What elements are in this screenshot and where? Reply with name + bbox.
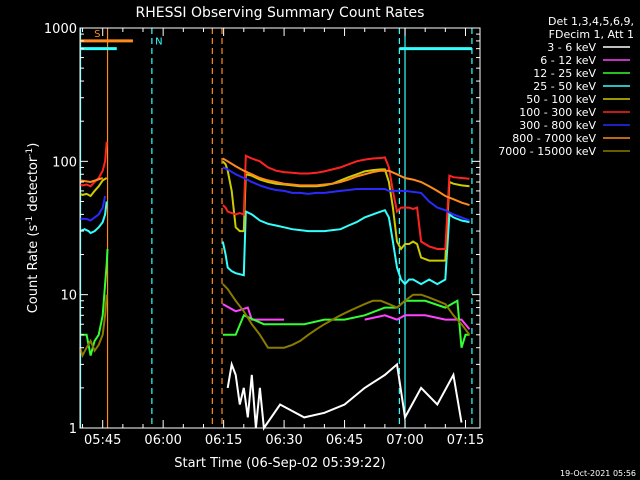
- legend-label: 12 - 25 keV: [533, 67, 596, 80]
- y-axis-label-part3: ): [26, 143, 41, 148]
- x-tick-label: 06:30: [265, 433, 302, 448]
- x-tick-label: 06:00: [144, 433, 181, 448]
- x-tick-label: 06:15: [205, 433, 242, 448]
- y-tick-label: 10: [60, 289, 77, 304]
- y-tick-label: 1000: [44, 22, 77, 37]
- series-line: [226, 360, 463, 431]
- series-line: [80, 166, 470, 222]
- y-axis-label-sup2: -1: [25, 148, 35, 157]
- y-axis-label-part2: detector: [26, 156, 41, 216]
- legend-label: 7000 - 15000 keV: [498, 145, 596, 158]
- legend-label: 100 - 300 keV: [519, 106, 596, 119]
- x-tick-label: 06:45: [326, 433, 363, 448]
- legend-label: 50 - 100 keV: [526, 93, 596, 106]
- legend-label: 6 - 12 keV: [540, 54, 596, 67]
- plot-content: SN: [79, 28, 473, 431]
- y-axis-label-part1: Count Rate (s: [26, 225, 41, 314]
- legend-label: 800 - 7000 keV: [512, 132, 596, 145]
- series-line: [79, 157, 470, 207]
- flag-label: S: [94, 29, 100, 40]
- chart-title: RHESSI Observing Summary Count Rates: [136, 5, 425, 21]
- y-axis-label: Count Rate (s-1 detector-1): [25, 143, 41, 314]
- y-axis-ticks: 1 10 100 1000: [44, 22, 480, 437]
- legend-header-line2: FDecim 1, Att 1: [549, 28, 634, 41]
- x-axis-label: Start Time (06-Sep-02 05:39:22): [174, 456, 385, 471]
- series-line: [79, 201, 470, 286]
- series-line: [80, 248, 470, 356]
- x-tick-label: 07:00: [386, 433, 423, 448]
- series-line: [79, 141, 470, 250]
- legend-label: 25 - 50 keV: [533, 80, 596, 93]
- generation-timestamp: 19-Oct-2021 05:56: [560, 469, 636, 478]
- x-tick-label: 05:45: [84, 433, 121, 448]
- y-axis-label-sup1: -1: [25, 216, 35, 225]
- x-tick-label: 07:15: [447, 433, 484, 448]
- legend-label: 300 - 800 keV: [519, 119, 596, 132]
- plot-frame: [79, 27, 481, 429]
- series-line: [79, 283, 471, 359]
- flag-label: N: [155, 37, 162, 48]
- x-axis-ticks: 05:45 06:00 06:15 06:30 06:45 07:00 07:15: [82, 28, 484, 448]
- legend: Det 1,3,4,5,6,9, FDecim 1, Att 1 3 - 6 k…: [498, 15, 634, 158]
- y-tick-label: 100: [52, 155, 77, 170]
- y-tick-label: 1: [69, 422, 77, 437]
- legend-label: 3 - 6 keV: [547, 41, 596, 54]
- legend-header-line1: Det 1,3,4,5,6,9,: [548, 15, 634, 28]
